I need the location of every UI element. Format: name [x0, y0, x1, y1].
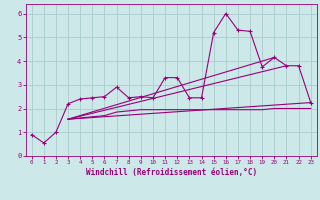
X-axis label: Windchill (Refroidissement éolien,°C): Windchill (Refroidissement éolien,°C): [86, 168, 257, 177]
